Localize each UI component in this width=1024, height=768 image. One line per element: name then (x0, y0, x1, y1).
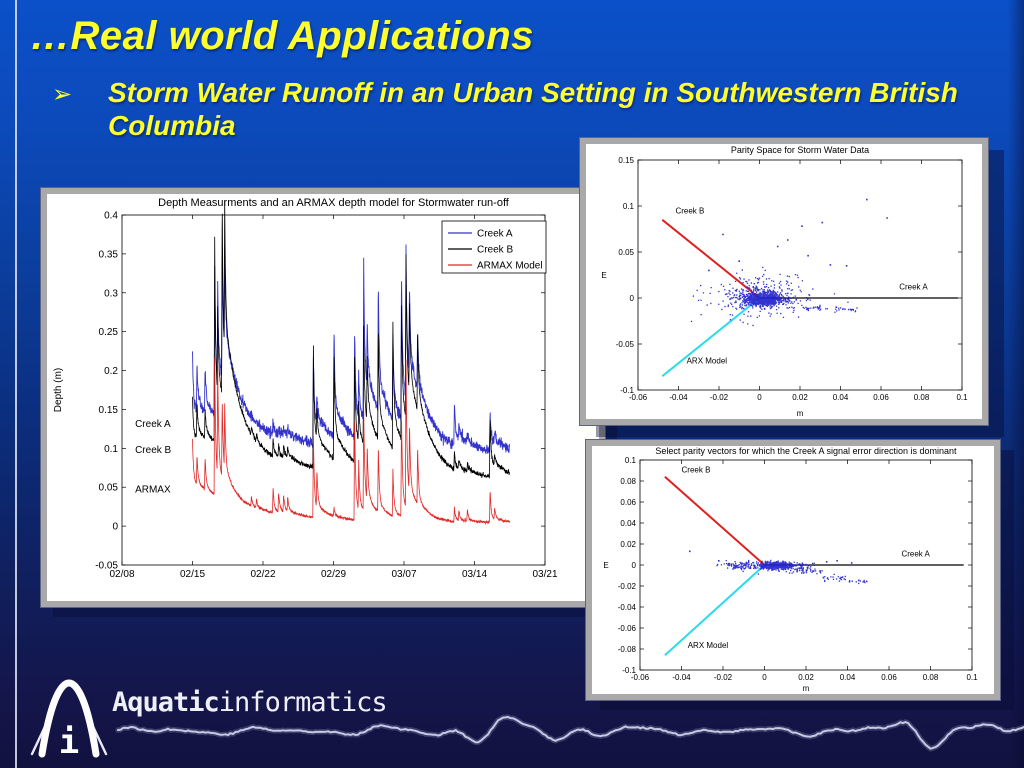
logo-wordmark: Aquaticinformatics (112, 687, 388, 718)
svg-text:03/07: 03/07 (391, 569, 416, 580)
svg-text:0.05: 0.05 (618, 248, 634, 257)
svg-text:0.02: 0.02 (798, 673, 814, 682)
svg-text:0.08: 0.08 (923, 673, 939, 682)
svg-text:02/22: 02/22 (250, 569, 275, 580)
svg-text:0.02: 0.02 (620, 540, 636, 549)
svg-text:0.08: 0.08 (620, 477, 636, 486)
parity-selected-chart: -0.06 -0.04 -0.02 0 0.02 0.04 0.06 0.08 0.1 0.1 0.… (603, 446, 978, 693)
svg-text:-0.06: -0.06 (629, 393, 648, 402)
svg-text:-0.02: -0.02 (710, 393, 729, 402)
svg-text:0.06: 0.06 (873, 393, 889, 402)
svg-text:0.15: 0.15 (99, 405, 119, 416)
svg-text:-0.04: -0.04 (672, 673, 691, 682)
svg-text:-0.05: -0.05 (95, 561, 118, 572)
svg-text:-0.1: -0.1 (620, 386, 634, 395)
svg-text:0.35: 0.35 (99, 249, 119, 260)
svg-text:m: m (803, 684, 810, 693)
svg-text:-0.02: -0.02 (618, 582, 637, 591)
svg-text:-0.1: -0.1 (622, 666, 636, 675)
waveform-decoration (115, 714, 1024, 752)
svg-text:Depth (m): Depth (m) (53, 368, 64, 412)
svg-text:Depth Measurments and an ARMAX: Depth Measurments and an ARMAX depth mod… (158, 197, 510, 209)
svg-text:-0.06: -0.06 (618, 624, 637, 633)
svg-text:0.25: 0.25 (99, 327, 119, 338)
svg-text:0: 0 (762, 673, 767, 682)
svg-text:-0.05: -0.05 (616, 340, 635, 349)
svg-text:E: E (603, 561, 608, 570)
svg-text:02/15: 02/15 (180, 569, 205, 580)
svg-text:0.06: 0.06 (620, 498, 636, 507)
svg-text:-0.08: -0.08 (618, 645, 637, 654)
svg-text:02/29: 02/29 (321, 569, 346, 580)
svg-text:0.15: 0.15 (618, 156, 634, 165)
svg-text:Creek A: Creek A (901, 550, 930, 559)
svg-text:Creek A: Creek A (477, 229, 513, 240)
svg-text:ARX Model: ARX Model (688, 641, 729, 650)
left-edge-line (15, 0, 17, 768)
svg-text:0: 0 (112, 522, 118, 533)
svg-text:-0.04: -0.04 (618, 603, 637, 612)
logo-wordmark-bold: Aquatic (112, 687, 220, 718)
svg-text:0.1: 0.1 (623, 202, 635, 211)
svg-text:0: 0 (632, 561, 637, 570)
svg-text:0.02: 0.02 (792, 393, 808, 402)
logo-arch-icon: i (30, 679, 108, 760)
svg-text:-0.06: -0.06 (631, 673, 650, 682)
svg-text:03/14: 03/14 (462, 569, 487, 580)
logo-arch-path (38, 679, 100, 758)
svg-text:02/08: 02/08 (109, 569, 134, 580)
slide-title: …Real world Applications (30, 14, 534, 58)
chart-panel-parity-selected: -0.06 -0.04 -0.02 0 0.02 0.04 0.06 0.08 0.1 0.1 0.… (586, 440, 1000, 700)
svg-text:Creek B: Creek B (682, 466, 711, 475)
svg-text:0.3: 0.3 (104, 288, 118, 299)
svg-text:Creek A: Creek A (135, 419, 171, 430)
bullet-text: Storm Water Runoff in an Urban Setting i… (108, 77, 958, 142)
svg-text:m: m (797, 409, 804, 418)
svg-text:Creek B: Creek B (135, 445, 171, 456)
chart-panel-depth-timeseries: 02/08 02/15 02/22 02/29 03/07 03/14 03/21 0.4 0.… (41, 188, 605, 607)
svg-text:0: 0 (757, 393, 762, 402)
svg-text:Creek B: Creek B (675, 206, 704, 215)
svg-text:-0.02: -0.02 (714, 673, 733, 682)
svg-text:0.1: 0.1 (966, 673, 978, 682)
logo-letter-i: i (59, 722, 79, 760)
svg-text:0.04: 0.04 (620, 519, 636, 528)
svg-text:0.1: 0.1 (625, 456, 637, 465)
svg-text:0.04: 0.04 (833, 393, 849, 402)
svg-text:Parity Space for Storm Water D: Parity Space for Storm Water Data (731, 145, 869, 155)
right-edge-shade (1008, 0, 1024, 768)
svg-text:ARMAX Model: ARMAX Model (477, 261, 543, 272)
depth-timeseries-chart: 02/08 02/15 02/22 02/29 03/07 03/14 03/21 0.4 0.… (53, 197, 558, 580)
svg-text:0.4: 0.4 (104, 211, 118, 222)
svg-text:-0.04: -0.04 (669, 393, 688, 402)
svg-text:E: E (601, 271, 606, 280)
svg-text:Creek B: Creek B (477, 245, 513, 256)
logo-wordmark-rest: informatics (218, 687, 388, 718)
svg-text:Select parity vectors for whic: Select parity vectors for which the Cree… (655, 446, 957, 456)
parity-space-chart: -0.06 -0.04 -0.02 0 0.02 0.04 0.06 0.08 0.1 0.15 0… (601, 145, 968, 418)
svg-text:0.2: 0.2 (104, 366, 118, 377)
svg-text:0.1: 0.1 (104, 444, 118, 455)
svg-text:ARX Model: ARX Model (687, 356, 728, 365)
bullet-arrow-icon: ➢ (52, 81, 73, 108)
chart-panel-parity-space: -0.06 -0.04 -0.02 0 0.02 0.04 0.06 0.08 0.1 0.15 0… (580, 138, 988, 425)
svg-text:0.08: 0.08 (914, 393, 930, 402)
svg-text:0.06: 0.06 (881, 673, 897, 682)
svg-text:0.1: 0.1 (956, 393, 968, 402)
svg-text:Creek A: Creek A (899, 283, 928, 292)
svg-text:0: 0 (630, 294, 635, 303)
svg-text:0.05: 0.05 (99, 483, 119, 494)
svg-text:0.04: 0.04 (840, 673, 856, 682)
svg-text:ARMAX: ARMAX (135, 485, 171, 496)
svg-text:03/21: 03/21 (532, 569, 557, 580)
